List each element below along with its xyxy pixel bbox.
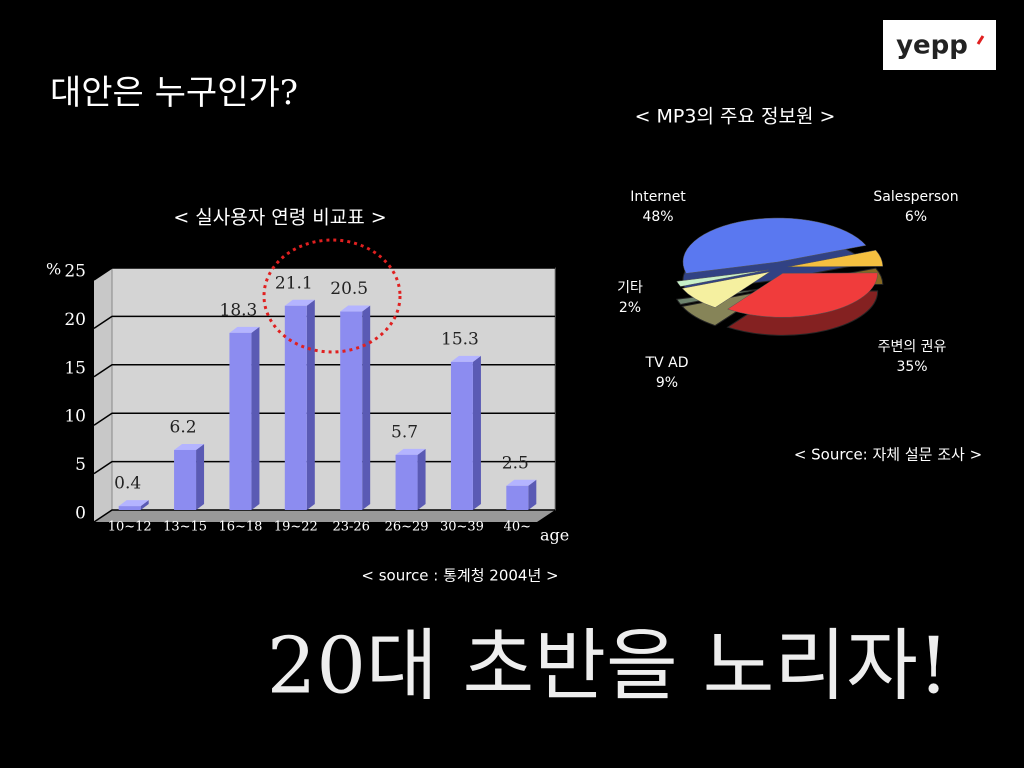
grid-line (93, 364, 555, 378)
pie-slice (727, 272, 878, 318)
source: < Source: 자체 설문 조사 > (794, 446, 982, 464)
slice-label: Internet (630, 189, 686, 205)
data-label: 15.3 (441, 329, 479, 349)
bar-top (340, 305, 371, 312)
y-tick-label: 5 (75, 455, 86, 475)
highlight-circle (262, 238, 402, 354)
slice-value: 48% (642, 209, 673, 225)
y-tick-label: 25 (64, 262, 86, 282)
bar (118, 506, 141, 510)
x-tick-label: 10~12 (108, 520, 152, 535)
x-tick-label: 23-26 (332, 520, 369, 535)
x-tick-label: 19~22 (274, 520, 318, 535)
floor (94, 510, 555, 522)
bar-side (251, 326, 260, 510)
bar-top (506, 479, 537, 486)
bar-side (528, 479, 537, 510)
x-tick-label: 16~18 (218, 520, 262, 535)
data-label: 21.1 (275, 273, 313, 293)
x-tick-label: 30~39 (440, 520, 484, 535)
data-label: 6.2 (170, 417, 197, 437)
source: < source : 통계청 2004년 > (361, 567, 558, 585)
slice-label: 주변의 권유 (878, 339, 947, 355)
chart-title: < 실사용자 연령 비교표 > (173, 207, 386, 229)
slice-label: Salesperson (873, 189, 958, 205)
chart-title: < MP3의 주요 정보원 > (635, 106, 836, 128)
y-tick-label: 15 (64, 358, 86, 378)
y-tick-label: 10 (64, 407, 86, 427)
headline: 20대 초반을 노리자! (267, 622, 950, 712)
slice-value: 6% (905, 209, 927, 225)
y-tick-label: 0 (75, 504, 86, 524)
bar-chart: < 실사용자 연령 비교표 >% age < source : 통계청 2004년 … (46, 207, 569, 585)
bar-top (284, 299, 315, 306)
x-axis-label: age (540, 526, 569, 545)
bar-side (362, 305, 371, 510)
slice-value: 9% (656, 375, 678, 391)
pie-slice (787, 249, 884, 268)
slide-title: 대안은 누구인가? (50, 73, 298, 113)
data-label: 2.5 (502, 453, 529, 473)
grid-line (93, 412, 555, 426)
x-tick-label: 26~29 (385, 520, 429, 535)
logo-accent (976, 35, 985, 45)
bar-top (174, 443, 205, 450)
bar-top (118, 500, 149, 507)
bar (450, 361, 473, 510)
logo-box (883, 20, 996, 70)
pie-slice (681, 271, 771, 308)
pie-slice (676, 269, 769, 287)
pie-chart: < MP3의 주요 정보원 > < Source: 자체 설문 조사 > Inter… (617, 106, 982, 464)
slice-label: 기타 (617, 280, 643, 296)
pie-slice (682, 217, 867, 274)
bar (506, 485, 529, 510)
x-tick-label: 40~ (504, 520, 531, 535)
bar (340, 311, 363, 510)
data-label: 18.3 (220, 300, 258, 320)
y-tick-label: 20 (64, 310, 86, 330)
bar (284, 305, 307, 510)
bar-top (395, 448, 426, 455)
bar-side (196, 443, 205, 510)
bar (229, 332, 252, 510)
logo: yepp (896, 31, 968, 61)
bar (174, 449, 197, 510)
bar-side (417, 448, 426, 510)
grid-line (93, 315, 555, 330)
slice-value: 2% (619, 300, 641, 316)
bar-top (450, 355, 481, 362)
slice-label: TV AD (645, 355, 689, 371)
grid-line (93, 267, 555, 281)
data-label: 5.7 (391, 422, 418, 442)
bar (395, 454, 418, 510)
bar-top (229, 326, 260, 333)
bar-side (140, 500, 149, 510)
data-label: 20.5 (330, 279, 368, 299)
y-axis-label: % (46, 260, 61, 279)
bar-side (306, 299, 315, 510)
data-label: 0.4 (114, 474, 141, 494)
slice-value: 35% (896, 359, 927, 375)
x-tick-label: 13~15 (163, 520, 207, 535)
bar-side (472, 355, 481, 510)
